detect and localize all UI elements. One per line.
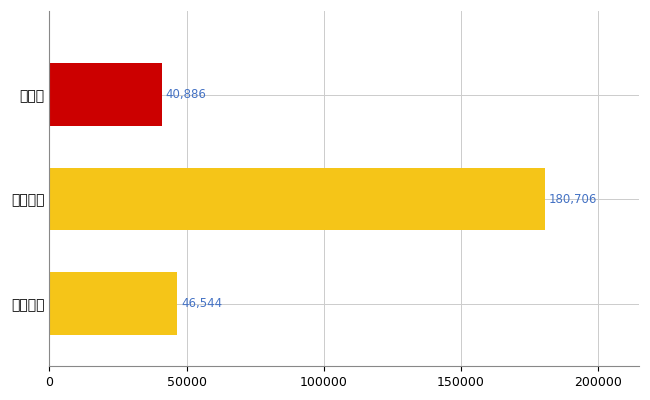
- Bar: [49, 63, 162, 126]
- Text: 40,886: 40,886: [166, 88, 207, 101]
- Text: 46,544: 46,544: [181, 297, 222, 310]
- Bar: [49, 168, 545, 230]
- Text: 180,706: 180,706: [549, 192, 597, 206]
- Bar: [49, 272, 177, 335]
